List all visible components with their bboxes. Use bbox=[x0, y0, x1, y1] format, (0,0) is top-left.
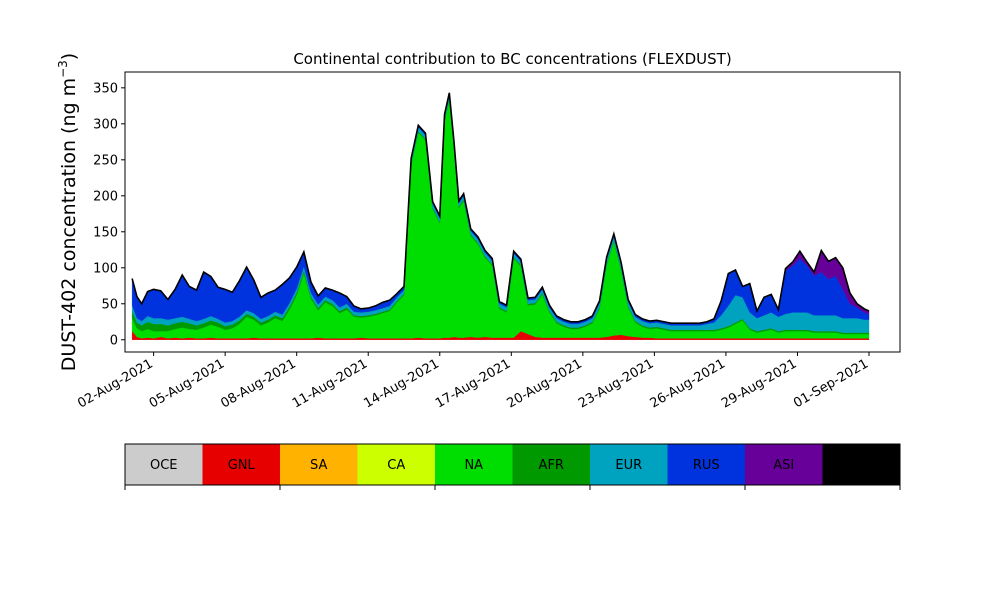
legend-label-gnl: GNL bbox=[228, 458, 256, 473]
legend-swatch-asi bbox=[745, 444, 823, 485]
y-tick-label: 350 bbox=[93, 81, 118, 96]
y-axis-label-superscript: −3 bbox=[56, 60, 70, 78]
x-tick-label: 08-Aug-2021 bbox=[218, 356, 298, 411]
legend-label-sa: SA bbox=[310, 458, 327, 473]
legend-label-ca: CA bbox=[387, 458, 405, 473]
x-tick-label: 23-Aug-2021 bbox=[576, 356, 656, 411]
legend-cells: OCE GNL SA CA NA AFR EUR RUS ASI AUS bbox=[125, 444, 901, 485]
y-tick-label: 150 bbox=[93, 225, 118, 240]
y-tick-label: 0 bbox=[110, 333, 118, 348]
x-tick-label: 26-Aug-2021 bbox=[648, 356, 728, 411]
x-tick-label: 14-Aug-2021 bbox=[361, 356, 441, 411]
x-tick-label: 11-Aug-2021 bbox=[290, 356, 370, 411]
color-legend: OCE GNL SA CA NA AFR EUR RUS ASI AUS bbox=[124, 443, 901, 490]
legend-swatch-sa bbox=[280, 444, 358, 485]
legend-label-afr: AFR bbox=[539, 458, 564, 473]
legend-swatch-na bbox=[435, 444, 513, 485]
legend-swatch-eur bbox=[590, 444, 668, 485]
y-axis: 0 50 100 150 200 250 300 350 bbox=[93, 81, 125, 348]
y-axis-label: DUST-402 concentration (ng m−3) bbox=[56, 53, 80, 371]
legend-swatch-ca bbox=[357, 444, 436, 485]
legend-swatch-gnl bbox=[202, 444, 281, 485]
legend-label-oce: OCE bbox=[150, 458, 178, 473]
y-tick-label: 200 bbox=[93, 189, 118, 204]
chart-title: Continental contribution to BC concentra… bbox=[293, 50, 731, 68]
x-tick-label: 02-Aug-2021 bbox=[75, 356, 155, 411]
legend-label-aus: AUS bbox=[848, 458, 875, 473]
legend-swatch-oce bbox=[125, 444, 203, 485]
legend-label-na: NA bbox=[464, 458, 483, 473]
total-outline-line bbox=[131, 92, 870, 325]
legend-frame bbox=[124, 443, 901, 486]
y-tick-label: 100 bbox=[93, 261, 118, 276]
y-tick-label: 300 bbox=[93, 117, 118, 132]
y-tick-label: 250 bbox=[93, 153, 118, 168]
series-layer bbox=[131, 92, 870, 340]
y-axis-label-close: ) bbox=[58, 53, 80, 60]
legend-ticks bbox=[124, 485, 901, 490]
legend-label-rus: RUS bbox=[693, 458, 720, 473]
x-tick-label: 29-Aug-2021 bbox=[719, 356, 799, 411]
x-tick-label: 01-Sep-2021 bbox=[791, 356, 871, 411]
area-series-rus bbox=[131, 92, 870, 326]
legend-label-eur: EUR bbox=[615, 458, 642, 473]
x-tick-label: 20-Aug-2021 bbox=[505, 356, 585, 411]
plot-frame bbox=[124, 71, 901, 353]
x-tick-label: 05-Aug-2021 bbox=[147, 356, 227, 411]
legend-label-asi: ASI bbox=[773, 458, 794, 473]
y-axis-label-main: DUST-402 concentration (ng m bbox=[58, 78, 80, 371]
legend-swatch-rus bbox=[667, 444, 746, 485]
x-axis: 02-Aug-202105-Aug-202108-Aug-202111-Aug-… bbox=[75, 352, 871, 412]
y-tick-label: 50 bbox=[101, 297, 118, 312]
legend-swatch-aus bbox=[822, 444, 901, 485]
x-tick-label: 17-Aug-2021 bbox=[433, 356, 513, 411]
legend-swatch-afr bbox=[512, 444, 591, 485]
plot-area bbox=[124, 71, 901, 353]
